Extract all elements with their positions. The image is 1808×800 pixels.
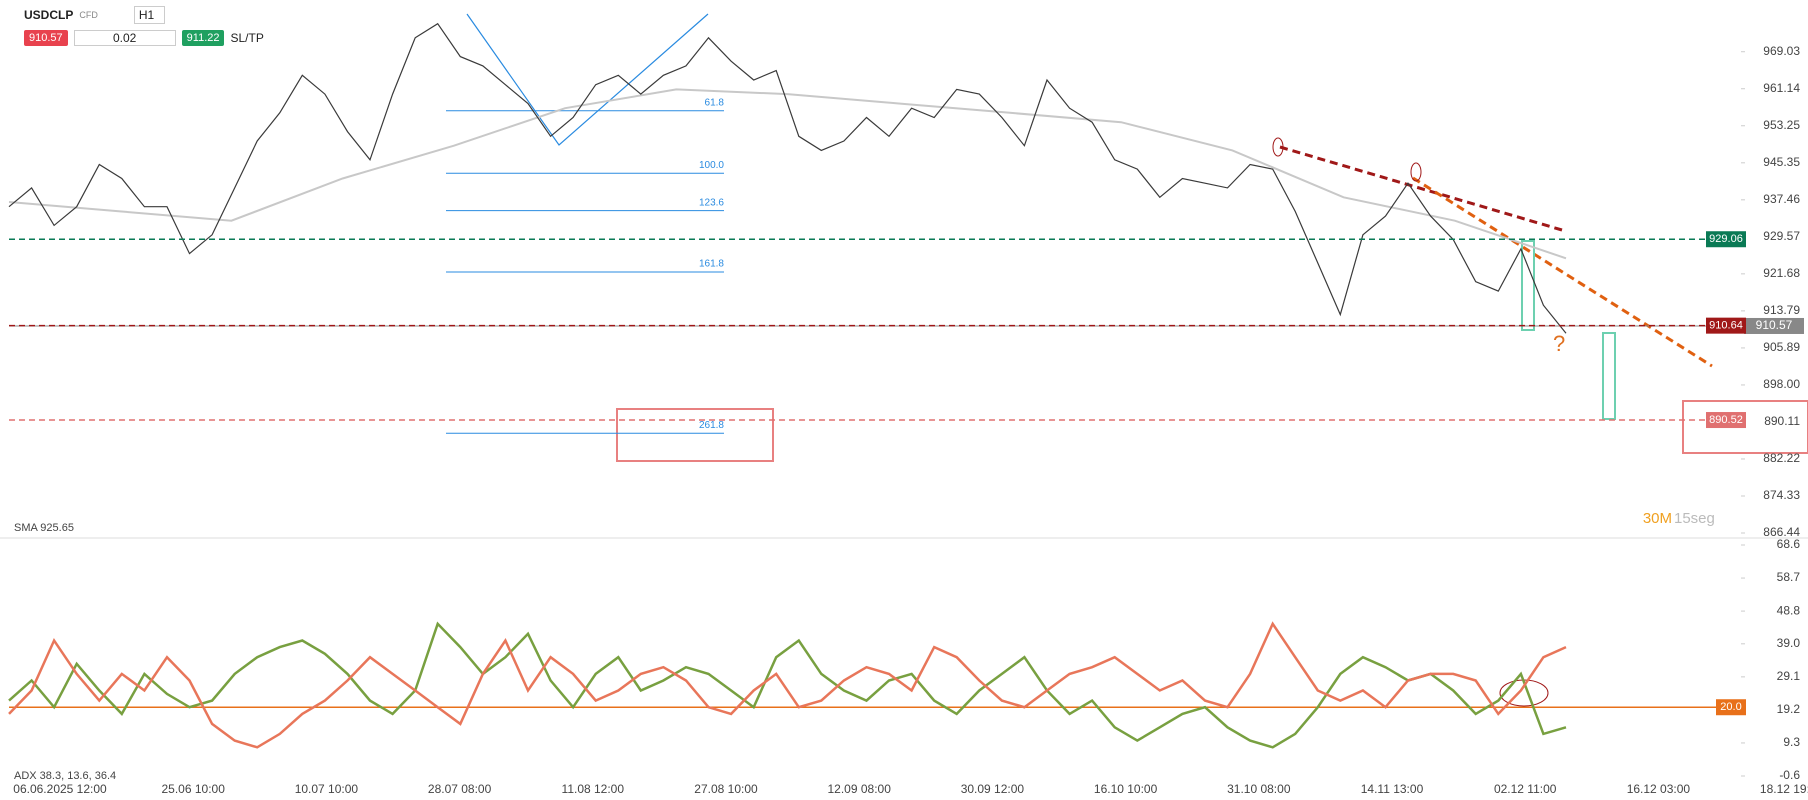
marker [1410,162,1422,182]
last-price-box [1744,317,1804,334]
x-tick-label: 31.10 08:00 [1227,782,1291,796]
fib-label: 100.0 [699,160,724,171]
y-tick-label: 913.79 [1763,303,1800,317]
question-mark: ? [1553,331,1565,356]
x-tick-label: 25.06 10:00 [161,782,225,796]
toolbar-row: USDCLP CFD H1 [24,6,166,24]
y-tick-label: 953.25 [1763,118,1800,132]
x-tick-label: 11.08 12:00 [562,782,625,796]
x-tick-label: 12.09 08:00 [827,782,891,796]
target-box [1682,400,1808,454]
y-tick-label: 58.7 [1777,570,1801,584]
timer-minutes: 30M [1643,510,1672,527]
zigzag [466,13,709,146]
level-box [1706,231,1746,248]
market: CFD [79,10,98,20]
y-tick-label: 48.8 [1777,603,1801,617]
y-tick-label: 905.89 [1763,340,1800,354]
symbol[interactable]: USDCLP [24,8,74,22]
y-tick-label: 29.1 [1777,669,1801,683]
buy-price[interactable]: 911.22 [181,30,225,46]
y-tick-label: 961.14 [1763,81,1800,95]
level-label: 20.0 [1720,701,1741,713]
last-price-label: 910.57 [1756,318,1793,332]
y-tick-label: 937.46 [1763,192,1800,206]
sl-tp[interactable]: SL/TP [230,31,264,45]
indicator-line [8,621,1567,749]
price-line [8,22,1567,334]
x-tick-label: 30.09 12:00 [961,782,1025,796]
range-box [1521,240,1535,331]
sell-price[interactable]: 910.57 [24,30,68,46]
level-label: 890.52 [1709,414,1743,426]
fib-label: 161.8 [699,259,724,270]
fib-label: 261.8 [699,420,724,431]
sma-line [8,88,1567,260]
y-tick-label: 19.2 [1777,702,1801,716]
target-box [616,408,774,462]
sma-label: SMA 925.65 [14,522,74,534]
y-tick-label: 9.3 [1783,735,1800,749]
y-tick-label: -0.6 [1779,768,1800,782]
timeframe[interactable]: H1 [133,6,166,24]
y-tick-label: 866.44 [1763,525,1800,539]
trend-line [1279,145,1563,232]
y-tick-label: 898.00 [1763,377,1800,391]
adx-label: ADX 38.3, 13.6, 36.4 [14,770,116,782]
y-tick-label: 68.6 [1777,537,1801,551]
x-tick-label: 18.12 19:00 [1760,782,1808,796]
x-tick-label: 16.10 10:00 [1094,782,1158,796]
lot[interactable]: 0.02 [73,30,176,46]
x-tick-label: 28.07 08:00 [428,782,492,796]
marker [1272,137,1284,157]
level-label: 910.64 [1709,320,1743,332]
range-box [1602,332,1616,420]
x-tick-label: 02.12 11:00 [1494,782,1557,796]
fib-label: 123.6 [699,197,724,208]
y-tick-label: 921.68 [1763,266,1800,280]
level-box [1706,412,1746,429]
timer-seconds: 15seg [1674,510,1715,527]
x-tick-label: 06.06.2025 12:00 [13,782,107,796]
y-tick-label: 945.35 [1763,155,1800,169]
fib-label: 61.8 [705,97,725,108]
y-tick-label: 874.33 [1763,488,1800,502]
level-box [1716,699,1746,716]
y-tick-label: 882.22 [1763,451,1800,465]
indicator-line [8,621,1567,749]
x-tick-label: 16.12 03:00 [1627,782,1691,796]
x-tick-label: 10.07 10:00 [295,782,359,796]
level-label: 929.06 [1709,233,1743,245]
y-tick-label: 969.03 [1763,44,1800,58]
trade-row: 910.57 0.02 911.22 SL/TP [24,30,264,46]
level-box [1706,317,1746,334]
y-tick-label: 929.57 [1763,229,1800,243]
y-tick-label: 39.0 [1777,636,1801,650]
y-tick-label: 890.11 [1764,414,1800,428]
x-tick-label: 27.08 10:00 [694,782,758,796]
x-tick-label: 14.11 13:00 [1361,782,1424,796]
trend-line [1412,176,1713,368]
